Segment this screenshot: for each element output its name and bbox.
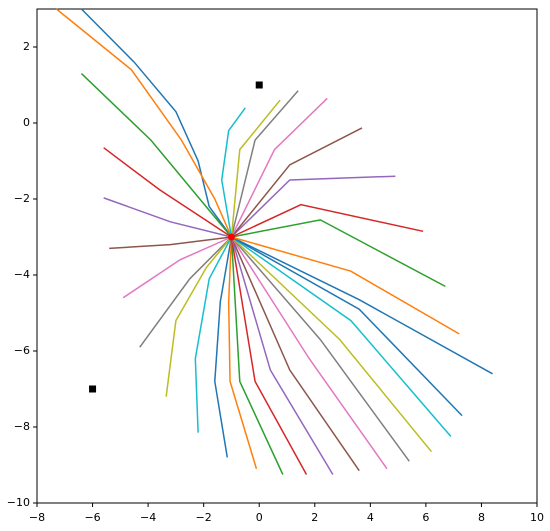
y-tick-label: −6 [14,344,30,357]
trajectory [194,236,233,433]
trajectory [230,236,334,475]
trajectory [80,8,233,238]
square-marker [255,81,263,89]
trajectory [165,236,233,397]
x-tick-label: 8 [478,511,485,524]
trajectory [230,90,299,238]
point-marker [227,233,235,241]
trajectory [231,236,493,375]
square-marker [89,385,97,393]
y-tick-label: −10 [7,496,30,509]
axes-frame [36,8,538,504]
x-tick-label: −4 [140,511,156,524]
x-tick-label: 10 [530,511,544,524]
y-tick-label: −8 [14,420,30,433]
trajectory [231,219,446,288]
trajectory [230,236,284,475]
trajectory [214,236,233,458]
trajectory [230,236,360,472]
trajectory [230,236,388,470]
y-tick-label: 2 [23,40,30,53]
trajectory [227,236,258,470]
x-tick-label: 0 [256,511,263,524]
x-tick-label: 4 [367,511,374,524]
trajectory [231,236,460,335]
trajectory [230,127,363,238]
trajectory [231,236,452,437]
x-tick-label: −8 [29,511,45,524]
y-tick-label: −2 [14,192,30,205]
trajectory [55,8,233,238]
trajectory [230,97,328,238]
x-tick-label: 2 [311,511,318,524]
y-tick-label: −4 [14,268,30,281]
x-tick-label: 6 [422,511,429,524]
trajectory [80,73,233,238]
trajectory [220,107,246,238]
trajectory [103,147,232,238]
trajectory [231,236,463,417]
trajectory [122,236,232,299]
trajectory [230,99,281,238]
trajectory [103,197,232,238]
trajectory [109,236,232,250]
y-tick-label: 0 [23,116,30,129]
trajectory [230,236,410,462]
x-tick-label: −2 [196,511,212,524]
x-tick-label: −6 [84,511,100,524]
trajectory [230,236,308,475]
trajectory [230,236,433,453]
trajectory [139,236,232,348]
trajectory [231,203,424,238]
trajectory [230,175,396,238]
